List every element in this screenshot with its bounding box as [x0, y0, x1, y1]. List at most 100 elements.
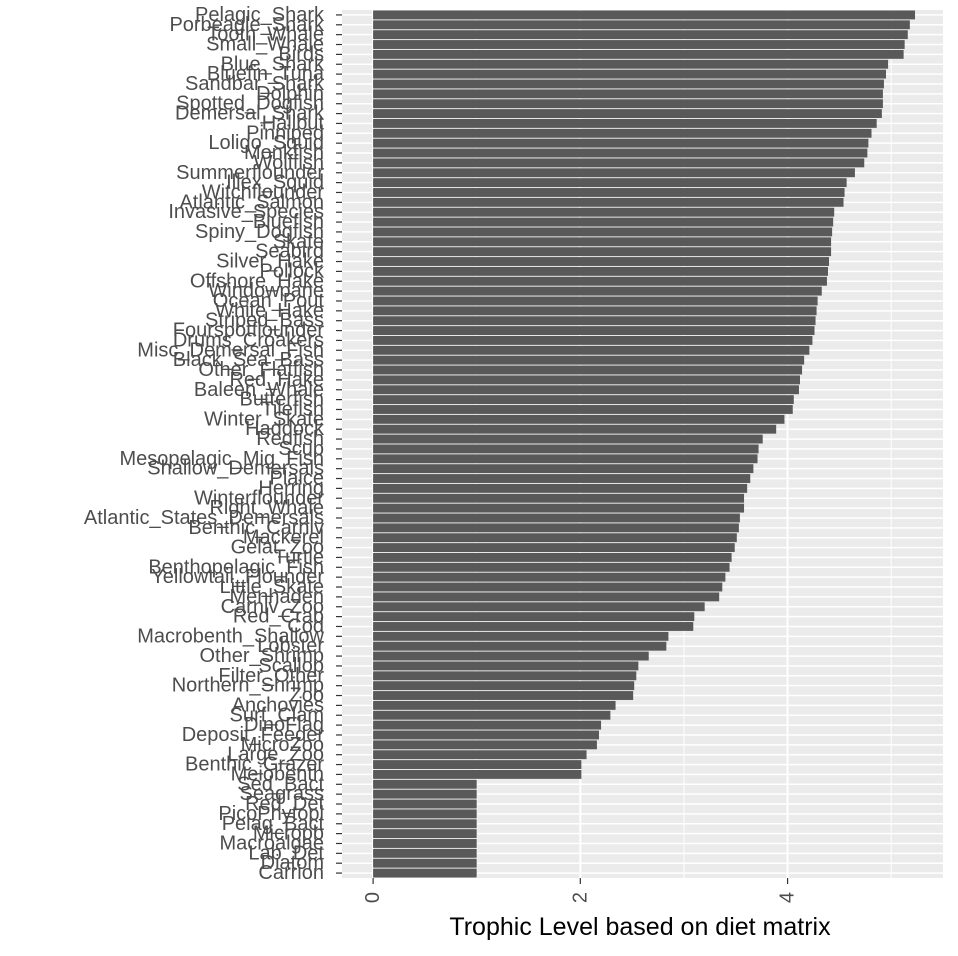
category-label: Atlantic_States_Demersals [84, 507, 324, 529]
bar [373, 89, 883, 99]
bar [373, 651, 649, 661]
category-label: Lab_Det [248, 842, 324, 864]
category-label: Blue_Shark [221, 53, 325, 75]
category-label: Offshore_Hake [190, 270, 324, 292]
bar [373, 286, 822, 296]
bar [373, 365, 803, 375]
category-label: Bluefin_Tuna [207, 63, 325, 85]
category-label: Haddock [245, 418, 325, 440]
category-label: Gelat_Zoo [231, 537, 324, 559]
bar [373, 109, 882, 119]
category-label: Plaice [270, 468, 324, 490]
category-label: Zoo [290, 685, 324, 707]
category-label: Carniv_Zoo [221, 596, 324, 618]
category-label: Lobster [257, 635, 324, 657]
category-label: White_Hake [215, 300, 324, 322]
category-label: Large_Zoo [227, 744, 324, 766]
category-label: Seagrass [240, 783, 325, 805]
x-axis-ticks [372, 878, 789, 884]
bar [373, 49, 904, 59]
category-label: Tilefish [261, 398, 324, 420]
bar [373, 740, 597, 750]
x-tick-label: 2 [569, 892, 591, 903]
category-label: Baleen_Whale [194, 379, 324, 401]
category-label: Red_Crab [233, 606, 324, 628]
category-label: Anchovies [232, 694, 324, 716]
category-label: Bluefish [253, 211, 324, 233]
bar [373, 464, 754, 474]
category-label: Deposit_Feeder [182, 724, 325, 746]
bar [373, 128, 872, 138]
bar [373, 523, 739, 533]
bar [373, 503, 745, 513]
category-label: Herring [258, 477, 324, 499]
bar [373, 355, 805, 365]
bar [373, 848, 477, 858]
bar [373, 592, 720, 602]
bar [373, 602, 705, 612]
bar [373, 710, 611, 720]
category-label: Atlantic_Salmon [179, 191, 324, 213]
category-label: Dolphin [256, 83, 324, 105]
bar [373, 385, 799, 395]
category-label: Seabird [255, 241, 324, 263]
category-label: Diatom [261, 852, 324, 874]
category-label: Butterfish [240, 389, 324, 411]
category-label: Monkfish [244, 142, 324, 164]
category-label: Scallop [258, 655, 324, 677]
bar [373, 306, 817, 316]
category-label: Silver_Hake [216, 251, 324, 273]
bar [373, 40, 905, 49]
bar [373, 612, 695, 622]
bar [373, 562, 730, 572]
category-label: Red_Hake [229, 369, 324, 391]
bar [373, 691, 634, 700]
bar [373, 237, 832, 247]
bar [373, 395, 794, 405]
bar [373, 720, 602, 730]
category-label: Benthic_Grazer [185, 754, 324, 776]
category-label: Invasive_Species [168, 201, 324, 223]
bar [373, 829, 477, 839]
bar [373, 444, 759, 454]
category-label: Drums_Croakers [173, 329, 324, 351]
y-axis-ticks [336, 14, 342, 874]
bar [373, 217, 834, 227]
bar [373, 405, 793, 414]
category-label: Shallow_Demersals [147, 458, 324, 480]
bar [373, 454, 758, 464]
bar [373, 543, 735, 553]
category-label: Summerflounder [176, 162, 324, 184]
category-label: Yellowtail_Flounder [151, 566, 324, 588]
category-label: Tooth_Whale [207, 24, 324, 46]
category-label: Pelagic_Shark [195, 4, 325, 26]
bar [373, 809, 477, 819]
bar [373, 79, 884, 89]
bar [373, 148, 868, 158]
bar [373, 671, 637, 681]
category-label: Scup [278, 438, 324, 460]
x-axis-title: Trophic Level based on diet matrix [449, 913, 831, 941]
bar [373, 434, 763, 444]
category-label: Wolffish [254, 152, 324, 174]
bar [373, 10, 916, 20]
category-label: Misc_Demersal_Fish [137, 339, 324, 361]
bar [373, 424, 777, 434]
x-tick-label: 0 [362, 892, 384, 903]
category-label: Sed_Bact [237, 773, 324, 795]
bar [373, 414, 785, 424]
category-label: Spotted_Dogfish [176, 93, 324, 115]
bar [373, 799, 477, 809]
category-label: Mackerel [243, 527, 324, 549]
bar [373, 582, 723, 592]
category-label: Black_Sea_Bass [173, 349, 324, 371]
bar [373, 276, 827, 286]
category-label: Redfish [256, 428, 324, 450]
bar [373, 730, 599, 740]
bar [373, 207, 835, 217]
category-label: Northern_Shrimp [172, 675, 324, 697]
bar [373, 858, 477, 868]
bar [373, 789, 477, 799]
bar [373, 257, 830, 266]
category-label: Sandbar_Shark [185, 73, 325, 95]
